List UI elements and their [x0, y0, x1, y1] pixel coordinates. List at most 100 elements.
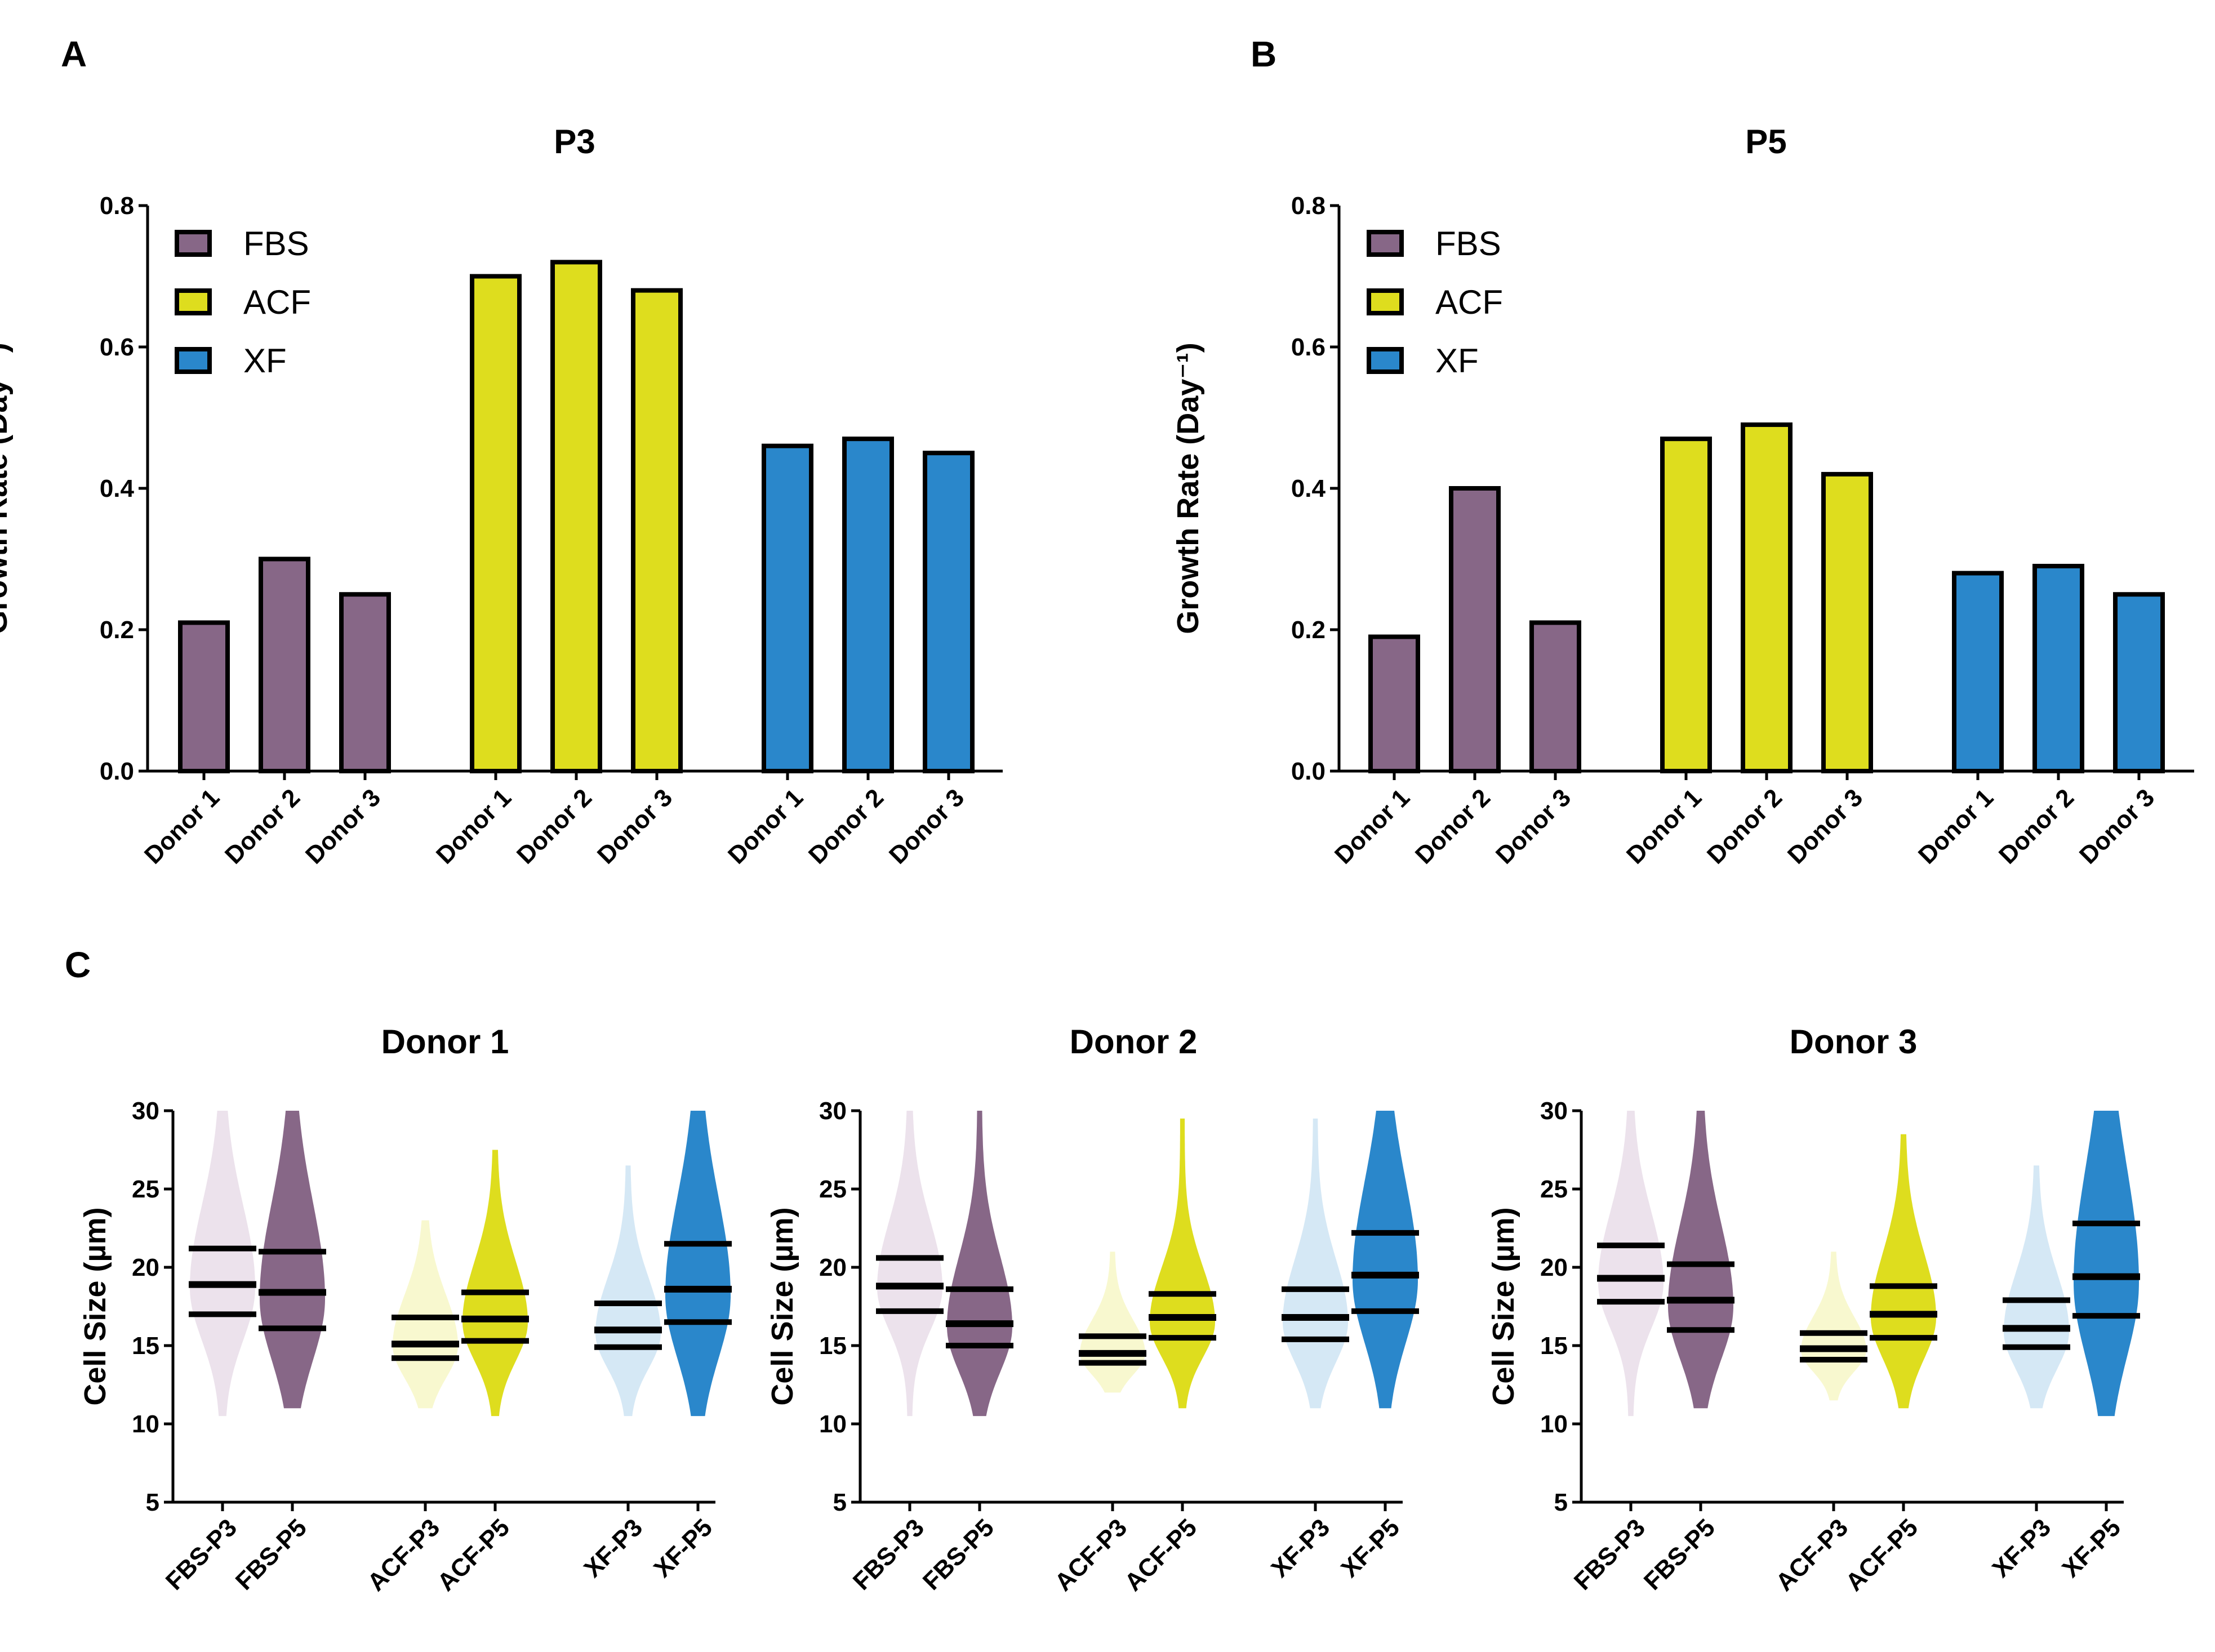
- bar-fbs-donor-2: [1449, 486, 1501, 773]
- violin-xf-p3: [595, 1165, 661, 1417]
- x-tick-label: Donor 1: [723, 783, 808, 869]
- y-tick-label: 5: [1554, 1489, 1568, 1516]
- y-tick-label: 0.6: [100, 333, 134, 361]
- y-tick-label: 20: [1540, 1254, 1568, 1281]
- violin-fbs-p5: [947, 1111, 1012, 1417]
- panel-letter-b: B: [1251, 34, 1276, 74]
- x-tick-label: Donor 1: [139, 783, 225, 869]
- bar-acf-donor-1: [470, 274, 522, 773]
- y-axis-title: Growth Rate (Day⁻¹): [1171, 342, 1205, 634]
- cell-size-donor-3-chart: Donor 3 5 10 15 20 25 30 Cell Size (µm) FBS-P3FB…: [1487, 1023, 2140, 1596]
- x-tick-label: XF-P3: [579, 1513, 648, 1583]
- x-tick-label: Donor 2: [1410, 783, 1496, 869]
- x-tick-label: FBS-P3: [161, 1513, 242, 1595]
- bar-xf-donor-1: [762, 443, 813, 773]
- y-tick-label: 15: [1540, 1332, 1568, 1360]
- y-tick-label: 0.0: [100, 758, 134, 785]
- bar-xf-donor-1: [1952, 571, 2004, 773]
- x-tick-label: ACF-P3: [362, 1513, 445, 1596]
- x-tick-label: FBS-P5: [230, 1513, 312, 1595]
- x-tick-label: Donor 2: [1994, 783, 2079, 869]
- legend-swatch-fbs: [175, 230, 212, 257]
- violin-fbs-p3: [877, 1111, 942, 1417]
- legend-label-acf: ACF: [243, 283, 311, 321]
- violin-acf-p3: [1080, 1252, 1145, 1393]
- x-tick-label: XF-P5: [2057, 1513, 2126, 1583]
- bar-xf-donor-3: [2113, 592, 2165, 773]
- violin-acf-p5: [1871, 1134, 1936, 1409]
- x-tick-label: Donor 1: [431, 783, 517, 869]
- y-tick-label: 5: [146, 1489, 159, 1516]
- y-axis-title: Cell Size (µm): [1487, 1207, 1520, 1405]
- y-axis-title: Cell Size (µm): [766, 1207, 799, 1405]
- violin-acf-p3: [1801, 1252, 1866, 1401]
- bar-acf-donor-2: [1741, 422, 1793, 773]
- bar-fbs-donor-3: [339, 592, 391, 773]
- y-tick-label: 15: [819, 1332, 847, 1360]
- violin-fbs-p5: [1668, 1111, 1733, 1409]
- legend-label-fbs: FBS: [1435, 225, 1501, 262]
- x-tick-label: Donor 1: [1913, 783, 1999, 869]
- legend-swatch-xf: [175, 347, 212, 374]
- x-tick-label: Donor 2: [803, 783, 889, 869]
- legend-swatch-fbs: [1367, 230, 1404, 257]
- bar-xf-donor-2: [842, 437, 894, 773]
- bar-acf-donor-3: [631, 288, 683, 773]
- violin-fbs-p3: [1598, 1111, 1664, 1417]
- x-tick-label: FBS-P3: [1569, 1513, 1651, 1595]
- y-tick-label: 25: [132, 1175, 159, 1203]
- bar-fbs-donor-1: [178, 620, 230, 773]
- y-tick-label: 5: [833, 1489, 847, 1516]
- x-tick-label: Donor 3: [300, 783, 386, 869]
- violin-xf-p5: [665, 1111, 731, 1417]
- growth-rate-p5-chart: P5 0.0 0.2 0.4 0.6 0.8 Growth Rate (Day⁻¹) Dono…: [1171, 123, 2194, 870]
- panel-letter-c: C: [65, 945, 91, 985]
- panel-letter-a: A: [61, 34, 87, 74]
- x-tick-label: FBS-P5: [918, 1513, 999, 1595]
- y-tick-label: 10: [819, 1410, 847, 1438]
- x-tick-label: Donor 3: [592, 783, 678, 869]
- violin-fbs-p3: [190, 1111, 255, 1417]
- y-axis-title: Cell Size (µm): [78, 1207, 112, 1405]
- bar-acf-donor-2: [550, 260, 602, 773]
- x-tick-label: XF-P3: [1266, 1513, 1335, 1583]
- x-tick-label: Donor 3: [884, 783, 969, 869]
- chart-title: Donor 2: [1070, 1023, 1198, 1061]
- x-tick-label: ACF-P5: [432, 1513, 515, 1596]
- y-tick-label: 25: [1540, 1175, 1568, 1203]
- y-tick-label: 15: [132, 1332, 159, 1360]
- x-tick-label: Donor 2: [220, 783, 305, 869]
- legend-label-acf: ACF: [1435, 283, 1503, 321]
- violin-fbs-p5: [260, 1111, 325, 1409]
- violin-xf-p3: [2004, 1165, 2069, 1409]
- y-tick-label: 0.6: [1291, 333, 1326, 361]
- y-tick-label: 10: [1540, 1410, 1568, 1438]
- x-tick-label: XF-P5: [1336, 1513, 1405, 1583]
- y-tick-label: 30: [132, 1097, 159, 1125]
- legend-label-xf: XF: [1435, 342, 1479, 380]
- bar-acf-donor-1: [1660, 437, 1712, 773]
- y-tick-label: 20: [819, 1254, 847, 1281]
- chart-title: Donor 3: [1790, 1023, 1918, 1061]
- x-tick-label: Donor 2: [512, 783, 597, 869]
- growth-rate-p3-chart: P3 0.0 0.2 0.4 0.6 0.8 Growth Rate (Day⁻¹) Dono…: [0, 123, 1003, 870]
- violin-acf-p5: [462, 1150, 528, 1417]
- y-tick-label: 0.8: [100, 192, 134, 220]
- x-tick-label: Donor 3: [2074, 783, 2160, 869]
- chart-title: Donor 1: [381, 1023, 509, 1061]
- y-tick-label: 25: [819, 1175, 847, 1203]
- x-tick-label: Donor 2: [1702, 783, 1787, 869]
- cell-size-donor-1-chart: Donor 1 5 10 15 20 25 30 Cell Size (µm) FBS-P3FB…: [78, 1023, 732, 1596]
- bar-fbs-donor-2: [259, 556, 310, 773]
- chart-title: P5: [1745, 123, 1786, 161]
- legend-swatch-acf: [175, 288, 212, 315]
- y-tick-label: 0.8: [1291, 192, 1326, 220]
- cell-size-donor-2-chart: Donor 2 5 10 15 20 25 30 Cell Size (µm) FBS-P3FB…: [766, 1023, 1419, 1596]
- legend-swatch-xf: [1367, 347, 1404, 374]
- y-tick-label: 0.2: [1291, 616, 1326, 644]
- legend-label-fbs: FBS: [243, 225, 309, 262]
- x-tick-label: ACF-P5: [1840, 1513, 1923, 1596]
- x-tick-label: Donor 1: [1329, 783, 1415, 869]
- bar-acf-donor-3: [1821, 471, 1873, 773]
